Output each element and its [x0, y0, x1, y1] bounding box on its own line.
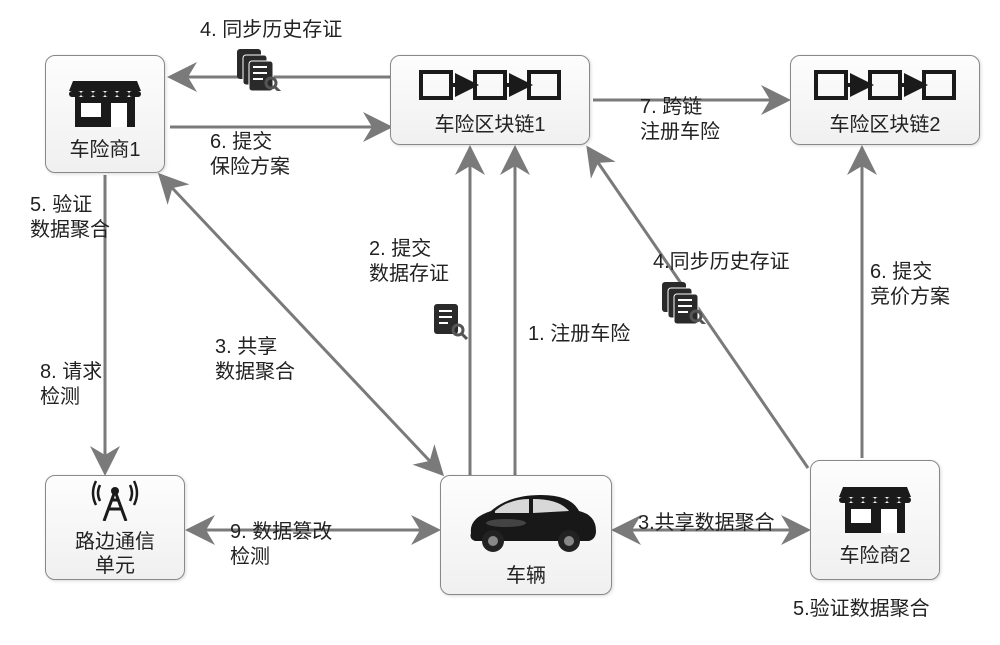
node-insurer-2: 车险商2	[810, 460, 940, 580]
node-blockchain-1: 车险区块链1	[390, 55, 590, 145]
edge-7-label: 7. 跨链 注册车险	[640, 95, 720, 145]
document-search-icon	[660, 280, 706, 329]
node-blockchain-2: 车险区块链2	[790, 55, 980, 145]
chain-icon	[810, 64, 960, 109]
shop-icon	[839, 473, 911, 540]
edge-4a-label: 4. 同步历史存证	[200, 18, 342, 43]
node-insurer-1: 车险商1	[45, 55, 165, 173]
node-rsu: 路边通信 单元	[45, 475, 185, 580]
edge-3b-label: 3.共享数据聚合	[638, 511, 775, 536]
chain-icon	[415, 64, 565, 109]
car-icon	[451, 483, 601, 560]
edge-8-label: 8. 请求 检测	[40, 360, 102, 410]
shop-icon	[69, 67, 141, 134]
node-rsu-label-1: 路边通信	[75, 530, 155, 554]
edge-4b-label: 4.同步历史存证	[653, 250, 790, 275]
document-search-icon	[430, 300, 468, 345]
edge-1-label: 1. 注册车险	[528, 322, 630, 347]
antenna-icon	[90, 477, 140, 526]
edge-5a-label: 5. 验证 数据聚合	[30, 193, 110, 243]
edge-5b-label: 5.验证数据聚合	[793, 597, 930, 622]
edge-6a-label: 6. 提交 保险方案	[210, 130, 290, 180]
node-insurer-2-label: 车险商2	[839, 544, 910, 568]
node-rsu-label-2: 单元	[95, 554, 135, 578]
document-search-icon	[235, 47, 281, 96]
node-blockchain-1-label: 车险区块链1	[434, 113, 545, 137]
node-blockchain-2-label: 车险区块链2	[829, 113, 940, 137]
node-vehicle: 车辆	[440, 475, 612, 595]
node-insurer-1-label: 车险商1	[69, 138, 140, 162]
edge-2-label: 2. 提交 数据存证	[369, 237, 449, 287]
edge-9-label: 9. 数据篡改 检测	[230, 520, 332, 570]
edge-3a-label: 3. 共享 数据聚合	[215, 335, 295, 385]
node-vehicle-label: 车辆	[506, 564, 546, 588]
edge-6b-label: 6. 提交 竞价方案	[870, 260, 950, 310]
